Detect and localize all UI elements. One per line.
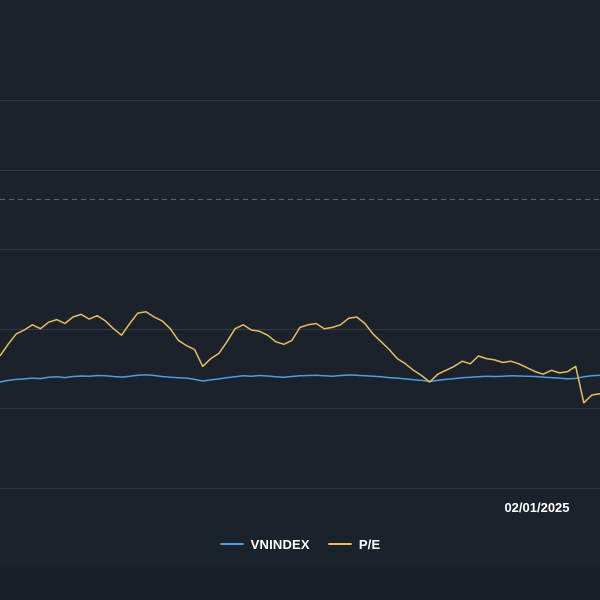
legend-item-pe[interactable]: P/E (327, 536, 381, 552)
legend-swatch-pe (327, 543, 352, 545)
legend-swatch-vnindex (219, 543, 244, 545)
legend-item-vnindex[interactable]: VNINDEX (219, 536, 310, 552)
legend-label-vnindex: VNINDEX (250, 536, 310, 552)
chart-header-band (0, 0, 600, 100)
x-tick-label: 02/01/2025 (504, 500, 569, 515)
chart-footer-band (0, 566, 600, 600)
legend-label-pe: P/E (358, 536, 381, 552)
series-line-vnindex[interactable] (0, 373, 600, 383)
series-line-p-e[interactable] (0, 311, 600, 404)
grid-lines (0, 100, 600, 489)
chart-legend: VNINDEX P/E (0, 530, 600, 558)
series-lines (0, 311, 600, 404)
x-axis-ticks: 02/01/2025 (504, 500, 569, 515)
